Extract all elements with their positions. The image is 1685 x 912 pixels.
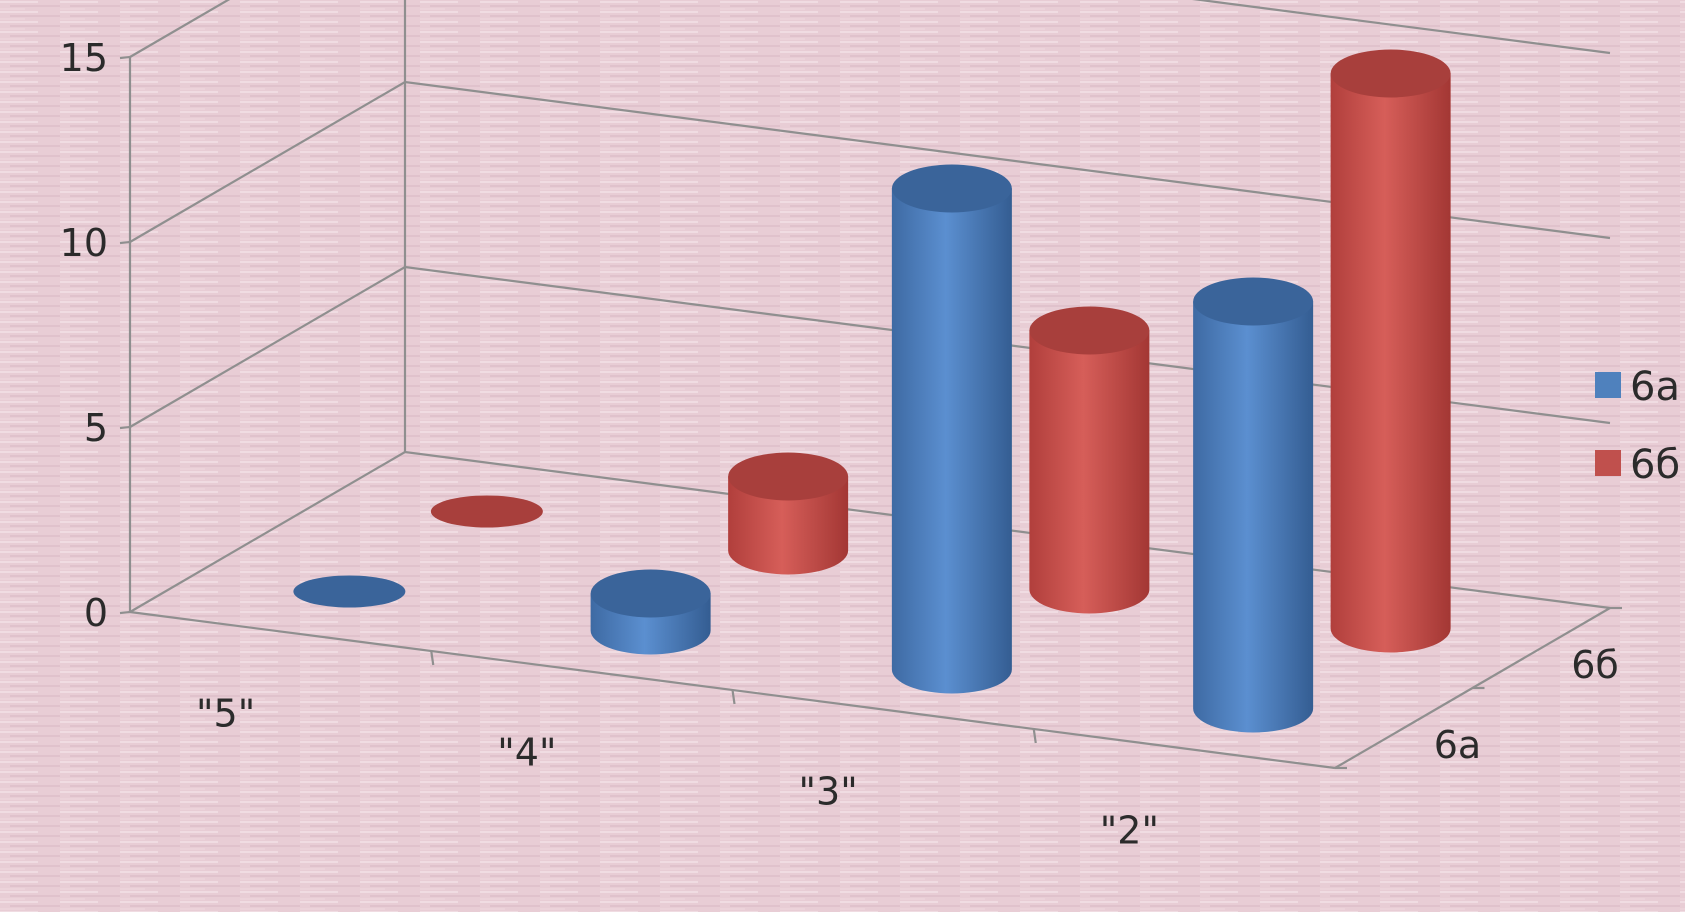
bar-top: [891, 164, 1012, 213]
legend-label-6b: 6б: [1630, 442, 1680, 488]
bar-top: [1029, 306, 1150, 355]
y-tick-mark: [119, 240, 131, 245]
bar-6b-3: [1029, 306, 1150, 614]
y-tick-mark: [119, 425, 131, 430]
legend-label-6a: 6а: [1630, 364, 1680, 410]
legend: 6а 6б: [1595, 364, 1680, 488]
bar-body: [1330, 73, 1451, 653]
x-tick-label: "4": [497, 731, 556, 775]
bar-body: [1193, 301, 1314, 733]
depth-tick-label: 6а: [1434, 723, 1481, 767]
x-tick-label: "3": [799, 770, 858, 814]
legend-swatch-6b: [1595, 450, 1621, 476]
y-tick-label: 10: [60, 221, 108, 265]
bar-6a-3: [891, 164, 1012, 694]
axes: [119, 55, 1622, 770]
bar-body: [891, 188, 1012, 694]
y-tick-mark: [119, 55, 131, 60]
bar-body: [1029, 330, 1150, 614]
legend-swatch-6a: [1595, 372, 1621, 398]
y-tick-label: 15: [60, 36, 108, 80]
x-tick-mark: [1032, 728, 1037, 744]
bar-body: [728, 476, 849, 575]
bars: [293, 49, 1451, 733]
x-tick-mark: [430, 650, 435, 666]
bar-top: [1193, 277, 1314, 326]
bar-6a-1: [293, 575, 406, 608]
x-tick-mark: [731, 689, 736, 705]
bar-6b-1: [430, 495, 543, 528]
gridline: [129, 0, 1611, 58]
bar-top: [430, 495, 543, 528]
bar-top: [590, 569, 711, 618]
bar-6a-2: [590, 569, 711, 655]
y-tick-mark: [119, 610, 131, 615]
bar-6b-2: [728, 452, 849, 575]
axis-labels: 0 5 10 15 "5" "4" "3" "2" 6а 6б: [60, 36, 1619, 853]
x-tick-label: "2": [1100, 809, 1159, 853]
bar-6a-4: [1193, 277, 1314, 733]
x-tick-label: "5": [196, 692, 255, 736]
bar-top: [728, 452, 849, 501]
y-tick-label: 5: [84, 406, 108, 450]
bar-6b-4: [1330, 49, 1451, 653]
depth-tick-label: 6б: [1571, 643, 1619, 687]
bar-top: [293, 575, 406, 608]
y-tick-label: 0: [84, 591, 108, 635]
bar-top: [1330, 49, 1451, 98]
